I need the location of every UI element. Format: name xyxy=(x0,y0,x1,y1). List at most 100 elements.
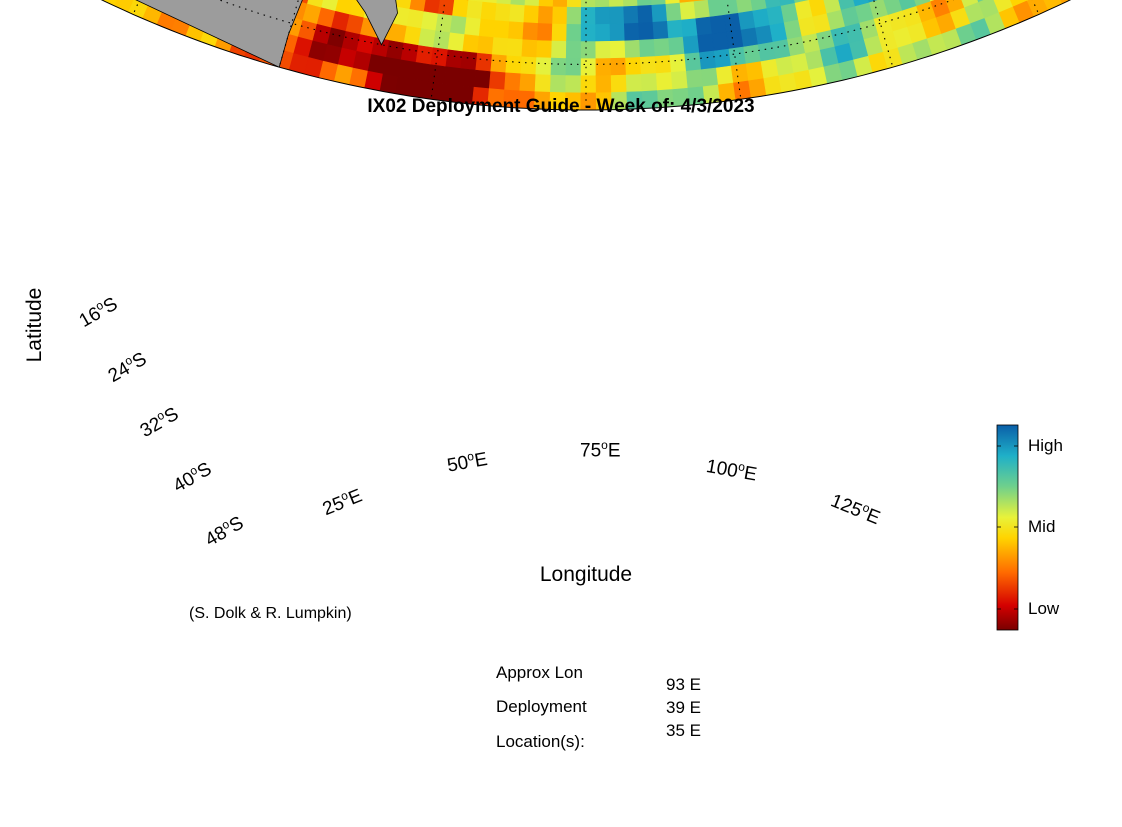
field-cell xyxy=(449,15,468,35)
field-cell xyxy=(580,7,596,25)
field-cell xyxy=(580,24,597,42)
field-cell xyxy=(595,58,612,77)
field-cell xyxy=(679,1,697,21)
field-cell xyxy=(745,61,765,82)
field-cell xyxy=(566,0,582,8)
field-cell xyxy=(462,34,480,54)
field-cell xyxy=(595,6,611,25)
field-cell xyxy=(728,46,747,67)
field-cell xyxy=(595,23,611,42)
field-cell xyxy=(488,71,507,91)
field-cell xyxy=(475,52,493,72)
field-cell xyxy=(580,58,597,77)
land-masses xyxy=(0,0,398,68)
field-cell xyxy=(509,4,526,23)
field-cell xyxy=(420,11,439,32)
field-cell xyxy=(610,74,628,93)
field-cell xyxy=(580,41,597,59)
field-cell xyxy=(480,1,498,21)
field-cell xyxy=(566,23,582,42)
field-cell xyxy=(655,72,673,91)
field-cell xyxy=(418,28,437,49)
field-cell xyxy=(685,69,704,89)
figure-title: IX02 Deployment Guide - Week of: 4/3/202… xyxy=(367,96,755,117)
info-label-approx-lon: Approx Lon xyxy=(496,663,583,682)
field-cell xyxy=(519,73,537,93)
field-cell xyxy=(730,63,749,84)
field-cell xyxy=(595,40,612,60)
field-cell xyxy=(437,0,455,17)
field-cell xyxy=(565,41,582,60)
field-cell xyxy=(432,30,451,51)
field-cell xyxy=(520,56,537,75)
field-cell xyxy=(536,40,553,59)
colorbar-ticks xyxy=(997,445,1018,610)
field-cell xyxy=(447,32,466,52)
field-cell xyxy=(693,0,711,20)
field-cell xyxy=(639,39,656,58)
field-cell xyxy=(521,39,538,58)
deployment-lon-value: 39 E xyxy=(666,698,701,717)
field-cell xyxy=(550,57,567,76)
field-cell xyxy=(681,18,699,38)
field-cell xyxy=(490,54,508,74)
field-cell xyxy=(682,35,700,55)
field-cell xyxy=(700,67,719,88)
field-cell xyxy=(651,3,668,23)
field-cell xyxy=(610,57,627,76)
field-cell xyxy=(637,4,654,24)
field-cell xyxy=(653,38,671,57)
ocean-field-grid xyxy=(99,0,1077,110)
field-cell xyxy=(400,42,419,63)
field-cell xyxy=(403,25,422,46)
field-cell xyxy=(565,58,582,77)
field-cell xyxy=(580,75,597,94)
field-cell xyxy=(552,6,568,25)
field-cell xyxy=(609,23,626,42)
field-cell xyxy=(623,5,639,25)
field-cell xyxy=(565,75,582,94)
field-cell xyxy=(564,92,582,110)
field-cell xyxy=(709,14,727,35)
field-cell xyxy=(478,18,496,38)
field-cell xyxy=(491,37,509,57)
info-label-deployment: Deployment xyxy=(496,697,587,716)
y-axis-label: Latitude xyxy=(23,287,46,363)
colorbar-low-label: Low xyxy=(1028,599,1060,618)
field-cell xyxy=(428,64,447,85)
field-cell xyxy=(668,36,686,56)
field-cell xyxy=(552,0,568,8)
field-cell xyxy=(748,78,767,99)
tick-number: 100 xyxy=(704,456,740,483)
field-cell xyxy=(466,0,484,20)
field-cell xyxy=(494,3,512,23)
field-cell xyxy=(394,76,414,97)
field-cell xyxy=(477,35,495,55)
field-cell xyxy=(551,40,567,59)
field-cell xyxy=(665,2,682,22)
field-cell xyxy=(595,75,612,94)
tick-number: 75 xyxy=(580,440,602,462)
field-cell xyxy=(522,22,539,41)
field-cell xyxy=(740,27,759,48)
field-cell xyxy=(580,0,596,8)
longitude-tick-label: 75oE xyxy=(580,438,621,462)
field-cell xyxy=(430,47,449,68)
field-cell xyxy=(625,56,642,76)
field-cell xyxy=(697,33,715,54)
field-cell xyxy=(505,55,523,75)
madagascar-landmass xyxy=(345,0,398,46)
field-cell xyxy=(460,51,478,71)
field-cell xyxy=(623,22,640,42)
field-cell xyxy=(523,5,540,24)
field-cell xyxy=(666,19,684,39)
field-cell xyxy=(713,48,732,69)
field-cell xyxy=(695,16,713,37)
colorbar xyxy=(996,424,1019,631)
field-cell xyxy=(537,23,553,42)
field-cell xyxy=(524,0,541,7)
field-cell xyxy=(625,74,643,93)
field-cell xyxy=(684,52,702,72)
field-cell xyxy=(452,0,469,18)
